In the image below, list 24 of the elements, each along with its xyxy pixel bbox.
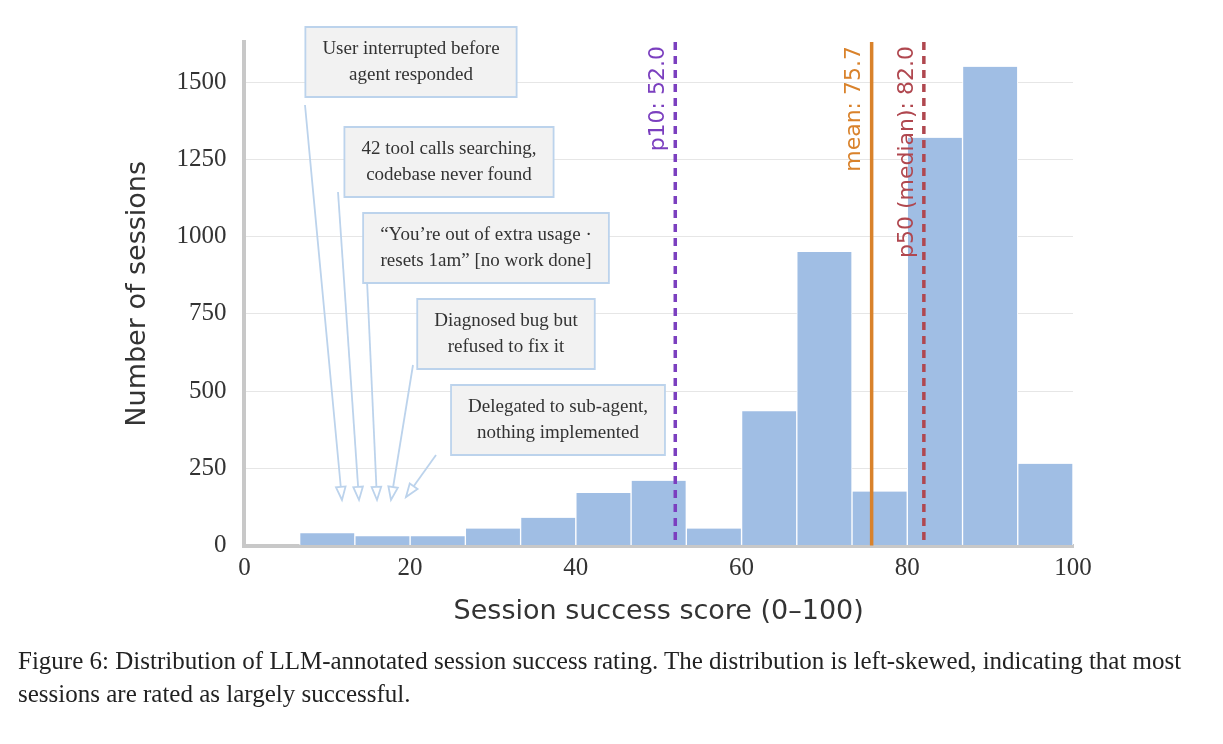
ref-line-label: p50 (median): 82.0 xyxy=(892,46,918,258)
ref-line-label: mean: 75.7 xyxy=(840,46,866,172)
x-tick-label: 20 xyxy=(397,553,423,581)
x-tick-label: 100 xyxy=(1054,553,1092,581)
y-tick-label: 250 xyxy=(188,452,227,480)
annotation: “You’re out of extra usage · resets 1am” [no work done] xyxy=(380,222,592,270)
x-tick-label: 80 xyxy=(894,553,920,581)
y-tick-label: 1250 xyxy=(176,143,227,171)
y-tick-label: 500 xyxy=(188,375,227,403)
y-axis-title: Number of sessions xyxy=(120,160,152,427)
y-tick-label: 0 xyxy=(213,530,227,558)
annotation: Delegated to sub-agent, nothing implemented xyxy=(468,394,648,442)
annotation: User interrupted before agent responded xyxy=(322,36,500,84)
x-tick-label: 60 xyxy=(729,553,755,581)
x-axis-title: Session success score (0–100) xyxy=(453,593,864,625)
x-tick-label: 40 xyxy=(563,553,589,581)
annotation: Diagnosed bug but refused to fix it xyxy=(434,308,579,356)
y-tick-label: 1500 xyxy=(176,66,227,94)
caption: Figure 6: Distribution of LLM-annotated session success rating. The distribution is left-skewed, indicating that most sessions are rated as largely successful. xyxy=(18,646,1183,709)
ref-line-label: p10: 52.0 xyxy=(643,46,669,152)
y-tick-label: 1000 xyxy=(176,221,227,249)
annotation: 42 tool calls searching, codebase never found xyxy=(361,136,537,184)
x-tick-label: 0 xyxy=(238,553,251,581)
y-tick-label: 750 xyxy=(188,298,227,326)
